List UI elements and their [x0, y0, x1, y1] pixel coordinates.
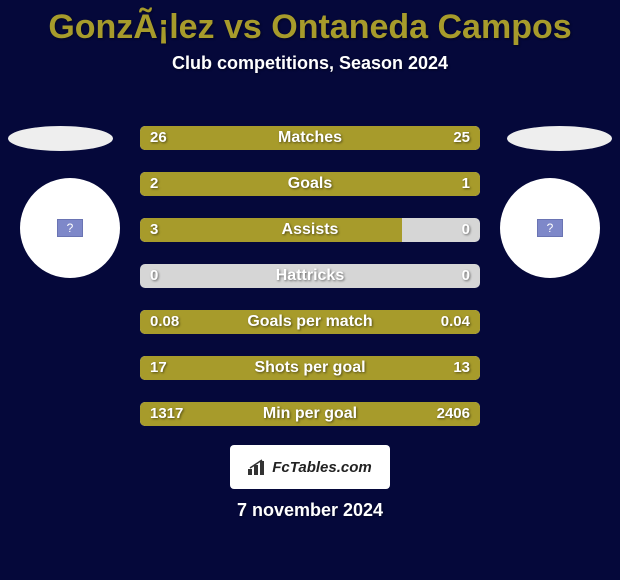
- club-badge-right: ?: [500, 178, 600, 278]
- stat-label: Hattricks: [140, 264, 480, 288]
- page-subtitle: Club competitions, Season 2024: [0, 53, 620, 74]
- stats-bars: 2625Matches 21Goals 30Assists 00Hattricks 0.…: [140, 126, 480, 448]
- club-badge-left: ?: [20, 178, 120, 278]
- stat-row: 30Assists: [140, 218, 480, 242]
- stat-row: 0.080.04Goals per match: [140, 310, 480, 334]
- image-placeholder-icon: ?: [537, 219, 563, 237]
- stat-label: Shots per goal: [140, 356, 480, 380]
- stat-label: Goals: [140, 172, 480, 196]
- stat-row: 13172406Min per goal: [140, 402, 480, 426]
- stat-row: 2625Matches: [140, 126, 480, 150]
- stat-label: Assists: [140, 218, 480, 242]
- stat-label: Min per goal: [140, 402, 480, 426]
- stat-row: 1713Shots per goal: [140, 356, 480, 380]
- bars-icon: [248, 459, 268, 475]
- stat-label: Matches: [140, 126, 480, 150]
- stat-label: Goals per match: [140, 310, 480, 334]
- image-placeholder-icon: ?: [57, 219, 83, 237]
- site-logo: FcTables.com: [230, 445, 390, 489]
- player-flag-left: [8, 126, 113, 151]
- page-title: GonzÃ¡lez vs Ontaneda Campos: [0, 0, 620, 47]
- stat-row: 00Hattricks: [140, 264, 480, 288]
- player-flag-right: [507, 126, 612, 151]
- site-logo-text: FcTables.com: [272, 459, 371, 476]
- stat-row: 21Goals: [140, 172, 480, 196]
- page-date: 7 november 2024: [0, 500, 620, 521]
